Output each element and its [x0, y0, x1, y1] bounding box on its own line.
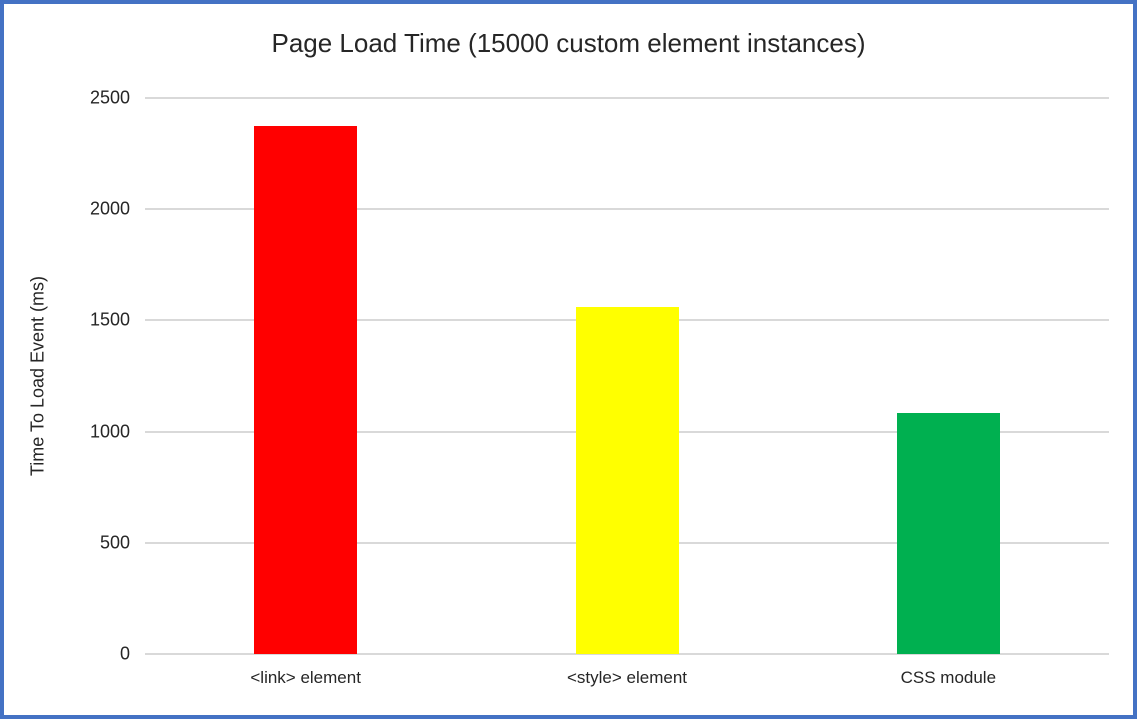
y-axis-tick-labels: 0 500 1000 1500 2000 2500 — [4, 88, 130, 664]
gridline-2000 — [145, 208, 1109, 211]
y-tick-label-2500: 2500 — [89, 87, 130, 108]
x-axis-labels: <link> element <style> element CSS module — [145, 668, 1109, 698]
chart-title: Page Load Time (15000 custom element ins… — [271, 28, 866, 58]
plot-area — [145, 97, 1109, 655]
gridline-0 — [145, 653, 1109, 655]
bar-css-module — [896, 412, 1000, 654]
y-tick-label-1000: 1000 — [89, 421, 130, 442]
x-tick-label-link-element: <link> element — [250, 668, 361, 687]
bar-style-element — [575, 307, 679, 654]
y-tick-label-2000: 2000 — [89, 198, 130, 219]
x-tick-label-css-module: CSS module — [900, 668, 997, 687]
x-tick-label-style-element: <style> element — [566, 668, 688, 687]
y-tick-label-500: 500 — [99, 532, 130, 553]
y-tick-label-1500: 1500 — [89, 309, 130, 330]
bar-link-element — [254, 125, 358, 654]
y-tick-label-0: 0 — [119, 643, 130, 664]
gridline-2500 — [145, 97, 1109, 99]
